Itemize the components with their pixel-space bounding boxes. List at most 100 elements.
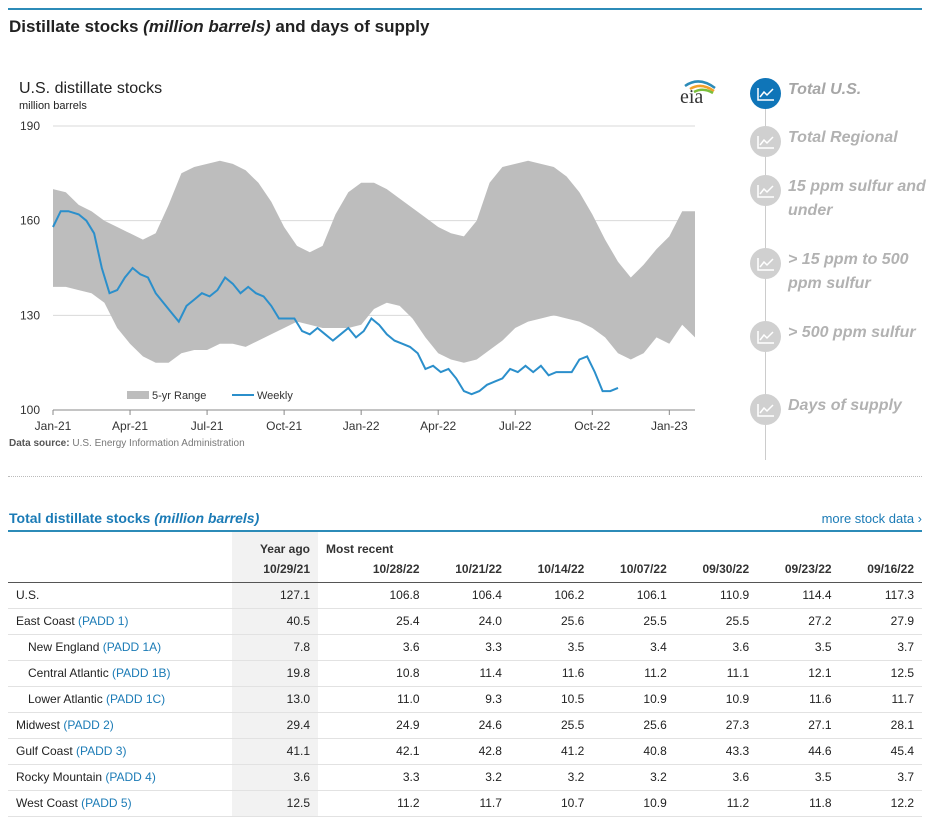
table-cell: 114.4	[757, 582, 840, 609]
chart-line-icon	[750, 175, 781, 206]
padd-link[interactable]: (PADD 5)	[81, 796, 132, 810]
table-cell: 3.5	[509, 634, 593, 661]
table-row: Central Atlantic (PADD 1B) 19.8 10.8 11.4 11…	[8, 660, 922, 687]
table-cell: 45.4	[839, 738, 922, 765]
table-cell: 44.6	[757, 738, 840, 765]
table-cell: 110.9	[674, 582, 758, 609]
table-body: U.S. 127.1 106.8 106.4 106.2 106.1 110.9 114.4 1…	[8, 582, 922, 817]
table-cell: 27.3	[674, 712, 758, 739]
row-label: Central Atlantic (PADD 1B)	[8, 660, 232, 687]
padd-link[interactable]: (PADD 1B)	[112, 666, 171, 680]
padd-link[interactable]: (PADD 1C)	[106, 692, 166, 706]
y-tick-label: 100	[20, 403, 40, 417]
y-tick-label: 190	[20, 119, 40, 133]
nav-item-total-regional[interactable]: Total Regional	[750, 126, 928, 157]
nav-item-label: Total Regional	[788, 129, 898, 146]
table-cell: 25.5	[592, 608, 675, 635]
padd-link[interactable]: (PADD 4)	[105, 770, 156, 784]
x-axis: Jan-21 Apr-21 Jul-21 Oct-21 Jan-22 Apr-22 Jul-…	[35, 409, 695, 433]
table-top-rule	[8, 530, 922, 532]
table-cell: 13.0	[232, 686, 318, 713]
chart-line-icon	[750, 126, 781, 157]
table-row: Midwest (PADD 2) 29.4 24.9 24.6 25.5 25.6 27.3…	[8, 712, 922, 739]
chart-line-icon	[750, 248, 781, 279]
nav-item-days-of-supply[interactable]: Days of supply	[750, 394, 928, 425]
padd-link[interactable]: (PADD 1)	[78, 614, 129, 628]
table-cell: 27.9	[839, 608, 922, 635]
row-label: West Coast (PADD 5)	[8, 790, 232, 817]
table-cell: 10.5	[509, 686, 593, 713]
x-tick-label: Oct-22	[574, 419, 610, 433]
x-tick-label: Apr-22	[420, 419, 456, 433]
nav-item-15-ppm-to-500-ppm-sulfur[interactable]: > 15 ppm to 500 ppm sulfur	[750, 248, 928, 296]
padd-link[interactable]: (PADD 1A)	[102, 640, 162, 654]
nav-item-label: Total U.S.	[788, 81, 862, 98]
column-header-date: 10/21/22	[427, 556, 510, 583]
table-cell: 10.9	[592, 790, 675, 817]
table-row: West Coast (PADD 5) 12.5 11.2 11.7 10.7 10.9 1…	[8, 790, 922, 817]
date-header-row: 10/29/21 10/28/22 10/21/22 10/14/22 10/07/22…	[8, 556, 922, 583]
chart-legend: 5-yr Range Weekly	[127, 390, 293, 402]
chart-line-icon	[750, 321, 781, 352]
nav-item-total-u-s[interactable]: Total U.S.	[750, 78, 928, 109]
y-axis-ticks: 190 160 130 100	[20, 119, 40, 417]
table-cell: 3.3	[427, 634, 510, 661]
distillate-stocks-chart: U.S. distillate stocks million barrels J…	[19, 80, 716, 433]
column-header-date: 10/07/22	[592, 556, 675, 583]
table-cell: 41.2	[509, 738, 593, 765]
table-cell: 3.6	[232, 764, 318, 791]
table-cell: 12.5	[232, 790, 318, 817]
table-cell: 42.1	[318, 738, 428, 765]
table-cell: 29.4	[232, 712, 318, 739]
weekly-series-line	[52, 210, 619, 396]
five-year-range-area	[53, 160, 695, 363]
more-stock-data-link[interactable]: more stock data ›	[821, 511, 922, 526]
table-cell: 11.0	[318, 686, 428, 713]
table-cell: 24.6	[427, 712, 510, 739]
table-cell: 40.5	[232, 608, 318, 635]
table-cell: 11.1	[674, 660, 758, 687]
table-cell: 106.2	[509, 582, 593, 609]
table-cell: 24.0	[427, 608, 510, 635]
column-header-date: 09/16/22	[839, 556, 922, 583]
table-cell: 25.4	[318, 608, 428, 635]
table-cell: 11.7	[839, 686, 922, 713]
table-cell: 24.9	[318, 712, 428, 739]
table-cell: 41.1	[232, 738, 318, 765]
table-cell: 3.7	[839, 634, 922, 661]
row-label: Rocky Mountain (PADD 4)	[8, 764, 232, 791]
nav-item-500-ppm-sulfur[interactable]: > 500 ppm sulfur	[750, 321, 928, 352]
padd-link[interactable]: (PADD 2)	[63, 718, 114, 732]
table-cell: 11.2	[674, 790, 758, 817]
table-cell: 11.6	[509, 660, 593, 687]
x-tick-label: Apr-21	[112, 419, 148, 433]
padd-link[interactable]: (PADD 3)	[76, 744, 127, 758]
x-tick-label: Jan-21	[35, 419, 72, 433]
y-axis-label: million barrels	[19, 100, 87, 112]
table-row: Gulf Coast (PADD 3) 41.1 42.1 42.8 41.2 40.8 4…	[8, 738, 922, 765]
table-cell: 9.3	[427, 686, 510, 713]
nav-item-15-ppm-sulfur-and-under[interactable]: 15 ppm sulfur and under	[750, 175, 928, 223]
chart-selector-nav: Total U.S. Total Regional 15 ppm sulfur an…	[750, 78, 930, 460]
table-cell: 10.9	[674, 686, 758, 713]
header-most-recent: Most recent	[326, 542, 394, 556]
chart-title: U.S. distillate stocks	[19, 80, 162, 97]
x-tick-label: Jan-23	[651, 419, 688, 433]
table-cell: 117.3	[839, 582, 922, 609]
table-cell: 11.8	[757, 790, 840, 817]
column-header-date: 09/23/22	[757, 556, 840, 583]
row-label: Lower Atlantic (PADD 1C)	[8, 686, 232, 713]
table-cell: 127.1	[232, 582, 318, 609]
column-header-date: 10/28/22	[318, 556, 428, 583]
table-cell: 3.5	[757, 764, 840, 791]
nav-item-label: > 15 ppm to 500 ppm sulfur	[788, 251, 909, 292]
table-cell: 106.1	[592, 582, 675, 609]
table-cell: 11.4	[427, 660, 510, 687]
table-row: Lower Atlantic (PADD 1C) 13.0 11.0 9.3 10.5 1…	[8, 686, 922, 713]
row-label: East Coast (PADD 1)	[8, 608, 232, 635]
legend-range-swatch	[127, 391, 149, 399]
eia-logo-text: eia	[680, 86, 703, 108]
table-cell: 43.3	[674, 738, 758, 765]
legend-range-label: 5-yr Range	[152, 390, 206, 402]
table-cell: 3.6	[674, 634, 758, 661]
